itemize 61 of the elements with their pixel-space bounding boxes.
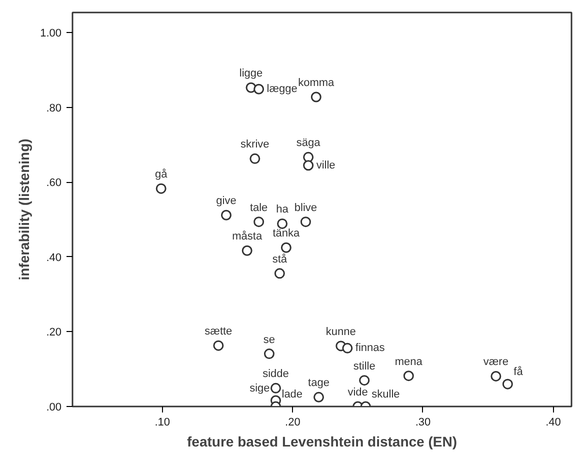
annotation: finnas <box>355 342 386 354</box>
annotation: lægge <box>266 83 298 96</box>
y-tick-label: .40 <box>46 252 62 264</box>
point <box>156 183 166 194</box>
annotation: sige <box>250 382 270 395</box>
annotation: gå <box>154 168 168 181</box>
annotation: skulle <box>372 388 400 400</box>
annotation: blive <box>294 202 318 214</box>
annotation: sætte <box>204 326 232 338</box>
annotation: kunne <box>326 326 356 338</box>
point <box>277 218 288 229</box>
point <box>303 160 314 171</box>
x-tick-label: .40 <box>546 416 561 428</box>
annotation: skrive <box>240 138 270 151</box>
point <box>250 153 260 164</box>
y-tick-label: .00 <box>46 402 62 414</box>
x-tick-label: .20 <box>285 416 300 428</box>
x-tick-label: .10 <box>154 416 170 428</box>
point <box>254 216 264 228</box>
annotation: stå <box>272 253 288 266</box>
point <box>310 92 322 102</box>
annotation: mena <box>394 356 424 368</box>
y-tick-label: .60 <box>46 177 62 190</box>
point <box>342 342 353 354</box>
annotation: komma <box>298 76 336 89</box>
annotation: tänka <box>272 228 301 240</box>
y-tick-label: .80 <box>46 102 62 114</box>
annotation: vide <box>348 386 368 398</box>
point <box>270 382 281 394</box>
point <box>242 245 252 256</box>
x-tick-label: .30 <box>415 416 431 428</box>
point <box>264 348 274 360</box>
y-tick-label: .20 <box>46 326 62 339</box>
point <box>300 216 311 228</box>
annotation: ligge <box>239 68 263 80</box>
annotation: säga <box>296 137 322 150</box>
annotation: være <box>483 356 508 368</box>
point <box>403 370 414 382</box>
point <box>280 242 292 253</box>
annotation: ville <box>316 159 336 172</box>
y-tick-label: 1.00 <box>40 28 62 40</box>
annotation: give <box>216 195 236 208</box>
annotation: stille <box>353 360 376 372</box>
annotation: ha <box>276 204 290 216</box>
point <box>213 340 224 351</box>
annotation: måsta <box>232 230 263 243</box>
annotation: lade <box>282 388 303 400</box>
point <box>220 210 232 220</box>
x-axis-title: feature based Levenshtein distance (EN) <box>187 434 457 450</box>
annotation: sidde <box>262 368 289 380</box>
annotation: få <box>514 366 524 378</box>
point <box>502 378 513 390</box>
point <box>254 84 264 94</box>
point <box>490 370 502 382</box>
point <box>359 375 370 386</box>
annotation: tage <box>308 377 330 390</box>
annotation: tale <box>250 202 268 214</box>
annotation: se <box>263 334 276 346</box>
point <box>313 392 324 402</box>
y-axis-title: inferability (listening) <box>16 138 32 280</box>
point <box>274 268 285 279</box>
